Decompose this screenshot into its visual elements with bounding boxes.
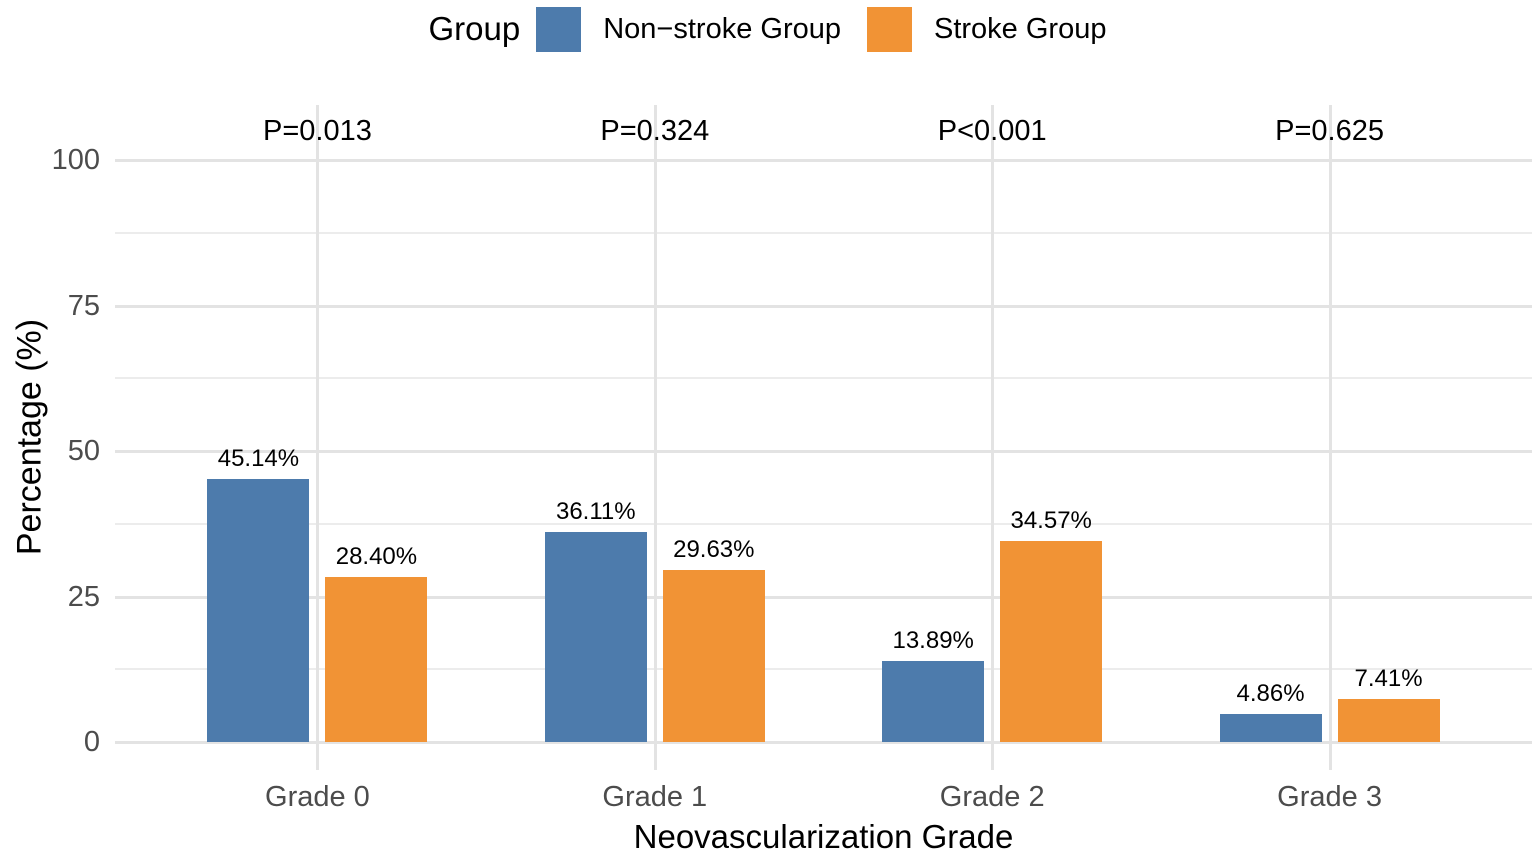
gridline-vertical bbox=[1328, 105, 1332, 770]
y-tick-label: 50 bbox=[67, 435, 100, 467]
legend-item-non-stroke-group: Non−stroke Group bbox=[536, 6, 841, 52]
x-tick-label: Grade 1 bbox=[602, 781, 708, 813]
legend-label: Non−stroke Group bbox=[603, 12, 841, 45]
bar-non-stroke-group-grade-2 bbox=[882, 661, 985, 742]
bar-stroke-group-grade-3 bbox=[1337, 698, 1440, 742]
p-value-label: P=0.625 bbox=[1275, 115, 1384, 147]
bar-stroke-group-grade-0 bbox=[325, 576, 428, 742]
gridline-minor bbox=[115, 377, 1532, 380]
y-tick-label: 75 bbox=[67, 289, 100, 322]
bar-non-stroke-group-grade-3 bbox=[1219, 713, 1322, 742]
bar-value-label: 29.63% bbox=[673, 535, 755, 563]
legend-item-stroke-group: Stroke Group bbox=[867, 6, 1107, 52]
gridline-vertical bbox=[991, 105, 995, 770]
gridline-vertical bbox=[653, 105, 657, 770]
bar-non-stroke-group-grade-1 bbox=[544, 531, 647, 742]
legend-swatch bbox=[536, 6, 582, 52]
bar-value-label: 36.11% bbox=[555, 497, 636, 525]
bar-value-label: 45.14% bbox=[217, 445, 300, 473]
x-tick-label: Grade 3 bbox=[1277, 781, 1382, 813]
gridline-major bbox=[115, 595, 1532, 599]
bar-value-label: 28.40% bbox=[335, 542, 418, 570]
gridline-major bbox=[115, 741, 1532, 744]
legend-label: Stroke Group bbox=[934, 12, 1107, 45]
gridline-vertical bbox=[316, 105, 320, 770]
y-tick-label: 0 bbox=[83, 726, 100, 758]
bar-non-stroke-group-grade-0 bbox=[207, 479, 310, 742]
gridline-minor bbox=[115, 522, 1532, 525]
p-value-label: P=0.324 bbox=[600, 115, 710, 147]
bar-value-label: 4.86% bbox=[1236, 679, 1305, 707]
bar-value-label: 34.57% bbox=[1010, 506, 1092, 534]
gridline-major bbox=[115, 159, 1532, 162]
x-tick-label: Grade 2 bbox=[939, 781, 1045, 813]
gridline-minor bbox=[115, 231, 1532, 234]
p-value-label: P=0.013 bbox=[262, 115, 372, 147]
x-axis-title: Neovascularization Grade bbox=[633, 818, 1014, 855]
p-value-label: P<0.001 bbox=[937, 115, 1047, 147]
legend-swatch bbox=[867, 6, 912, 52]
gridline-major bbox=[115, 304, 1532, 308]
bar-value-label: 7.41% bbox=[1354, 664, 1423, 692]
bar-stroke-group-grade-1 bbox=[662, 569, 765, 742]
legend-title: Group bbox=[428, 10, 521, 47]
y-tick-label: 100 bbox=[51, 144, 100, 176]
gridline-minor bbox=[115, 668, 1532, 671]
bar-stroke-group-grade-2 bbox=[1000, 540, 1103, 742]
legend-items: Non−stroke Group Stroke Group bbox=[536, 6, 1107, 52]
legend: Group Non−stroke Group Stroke Group bbox=[0, 0, 1535, 58]
plot-panel: 45.14% 36.11% 13.89% 4.86% 28.40% 29.63% 34.57… bbox=[115, 105, 1532, 770]
y-tick-label: 25 bbox=[67, 580, 100, 613]
gridline-major bbox=[115, 450, 1532, 453]
bar-value-label: 13.89% bbox=[892, 627, 974, 655]
x-tick-label: Grade 0 bbox=[265, 781, 370, 813]
